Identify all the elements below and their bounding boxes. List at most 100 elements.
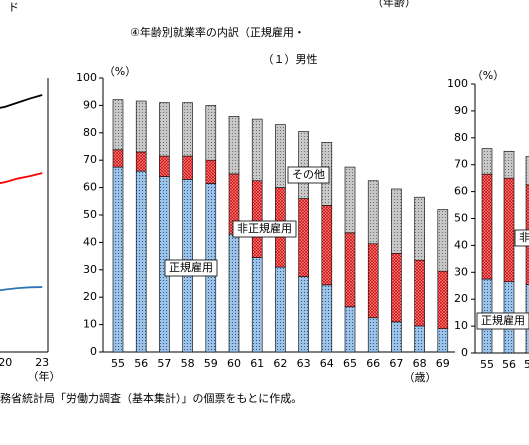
x-axis-label: （年） bbox=[28, 369, 61, 383]
bar-segment bbox=[391, 321, 402, 353]
y-axis-label: （%） bbox=[104, 65, 136, 78]
bar-segment bbox=[503, 177, 515, 283]
x-tick-label: 59 bbox=[204, 357, 218, 370]
y-tick-label: 70 bbox=[454, 158, 468, 171]
y-tick-label: 20 bbox=[454, 292, 468, 305]
y-tick-label: 70 bbox=[83, 153, 97, 166]
bar-segment bbox=[367, 180, 379, 245]
y-tick-label: 50 bbox=[83, 208, 97, 221]
bar-segment bbox=[135, 170, 147, 353]
bar-segment bbox=[251, 257, 263, 353]
y-tick-label: 90 bbox=[454, 104, 468, 117]
bar-segment bbox=[437, 270, 449, 330]
bar-segment bbox=[275, 266, 286, 353]
bar-segment bbox=[391, 253, 402, 323]
bar-segment bbox=[525, 156, 529, 186]
x-tick-label: 23 bbox=[35, 356, 49, 369]
series-label: 正規雇用 bbox=[169, 260, 213, 274]
bar-segment bbox=[182, 102, 193, 157]
x-tick-label: 57 bbox=[157, 357, 171, 370]
series-label: その他 bbox=[292, 168, 325, 181]
bar-segment bbox=[367, 243, 379, 319]
series-label-box bbox=[164, 259, 218, 277]
x-tick-label: 55 bbox=[480, 358, 494, 371]
fragment: （年齢） bbox=[372, 0, 416, 9]
bar-segment bbox=[298, 198, 309, 277]
bar-segment bbox=[205, 105, 217, 161]
bar-segment bbox=[228, 233, 240, 353]
bar-segment bbox=[437, 328, 449, 353]
y-tick-label: 80 bbox=[454, 131, 468, 144]
y-tick-label: 30 bbox=[83, 263, 97, 276]
x-tick-label: 69 bbox=[436, 357, 450, 370]
bar-segment bbox=[344, 306, 356, 353]
x-axis-label: （歳） bbox=[404, 371, 437, 384]
bar-segment bbox=[205, 159, 217, 184]
bar-segment bbox=[135, 100, 147, 153]
y-tick-label: 0 bbox=[90, 345, 97, 358]
line-series bbox=[0, 94, 43, 109]
bar-segment bbox=[391, 188, 402, 254]
bar-segment bbox=[159, 102, 170, 157]
x-tick-label: 61 bbox=[250, 357, 264, 370]
chart-subtitle: （１）男性 bbox=[263, 52, 318, 66]
y-tick-label: 10 bbox=[83, 318, 97, 331]
series-label-box bbox=[287, 166, 330, 184]
bar-segment bbox=[112, 149, 124, 168]
x-tick-label: 60 bbox=[227, 357, 241, 370]
x-tick-label: 55 bbox=[111, 357, 125, 370]
x-tick-label: 65 bbox=[343, 357, 357, 370]
bar-segment bbox=[344, 166, 356, 234]
fragment: ド bbox=[8, 1, 19, 14]
x-tick-label: 57 bbox=[524, 358, 529, 371]
x-tick-label: 68 bbox=[413, 357, 427, 370]
bar-segment bbox=[182, 155, 193, 180]
x-tick-label: 67 bbox=[389, 357, 403, 370]
x-tick-label: 62 bbox=[273, 357, 287, 370]
x-tick-label: 66 bbox=[366, 357, 380, 370]
y-tick-label: 100 bbox=[447, 77, 468, 90]
line-series bbox=[0, 172, 43, 184]
bar-segment bbox=[298, 131, 309, 199]
series-label: 非正規雇用 bbox=[519, 230, 529, 244]
bar-segment bbox=[112, 166, 124, 353]
y-tick-label: 40 bbox=[83, 235, 97, 248]
bar-segment bbox=[228, 116, 240, 175]
series-label: 正規雇用 bbox=[481, 313, 525, 327]
bar-segment bbox=[481, 173, 493, 280]
bar-segment bbox=[437, 209, 449, 272]
y-tick-label: 60 bbox=[454, 185, 468, 198]
bar-segment bbox=[159, 155, 170, 177]
bar-segment bbox=[275, 124, 286, 188]
y-tick-label: 20 bbox=[83, 290, 97, 303]
x-tick-label: 64 bbox=[320, 357, 334, 370]
y-tick-label: 0 bbox=[461, 346, 468, 359]
y-tick-label: 80 bbox=[83, 126, 97, 139]
note: 務省統計局「労働力調査（基本集計）」の個票をもとに作成。 bbox=[0, 391, 302, 405]
y-tick-label: 10 bbox=[454, 319, 468, 332]
bar-segment bbox=[112, 99, 124, 151]
bar-segment bbox=[298, 276, 309, 353]
y-tick-label: 60 bbox=[83, 181, 97, 194]
series-label-box bbox=[232, 220, 297, 238]
x-tick-label: 56 bbox=[134, 357, 148, 370]
x-tick-label: 20 bbox=[0, 356, 12, 369]
y-tick-label: 50 bbox=[454, 212, 468, 225]
bar-segment bbox=[367, 317, 379, 353]
bar-segment bbox=[414, 196, 425, 261]
series-label-box bbox=[514, 229, 529, 247]
bar-segment bbox=[503, 150, 515, 179]
y-tick-label: 40 bbox=[454, 238, 468, 251]
bar-segment bbox=[344, 232, 356, 308]
bar-segment bbox=[414, 325, 425, 353]
bar-segment bbox=[481, 148, 493, 175]
y-tick-label: 90 bbox=[83, 98, 97, 111]
y-tick-label: 100 bbox=[76, 71, 97, 84]
bar-segment bbox=[414, 259, 425, 327]
line-series bbox=[0, 286, 43, 292]
bar-segment bbox=[251, 118, 263, 182]
chart-title: ④年齢別就業率の内訳（正規雇用・ bbox=[130, 25, 305, 39]
x-tick-label: 58 bbox=[181, 357, 195, 370]
x-tick-label: 56 bbox=[502, 358, 516, 371]
